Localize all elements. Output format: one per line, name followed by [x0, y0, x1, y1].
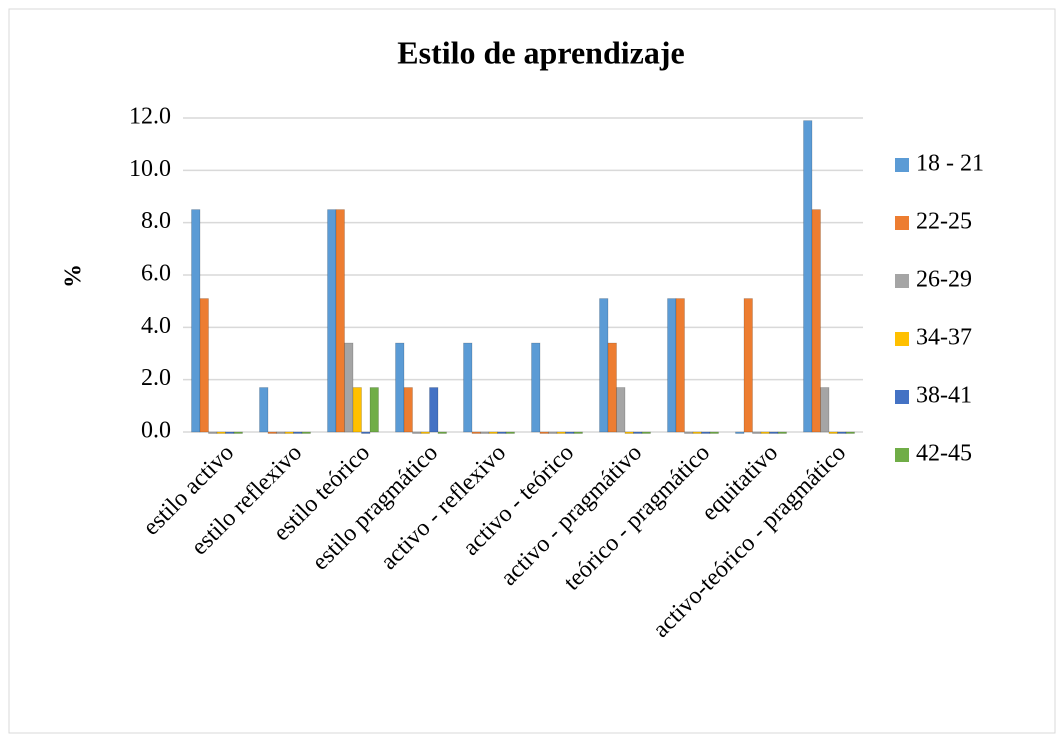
- bar: [820, 387, 830, 433]
- bar: [633, 431, 643, 434]
- bar: [769, 431, 779, 434]
- bar: [531, 342, 541, 433]
- bar: [667, 298, 677, 433]
- legend-swatch: [895, 274, 909, 288]
- bar: [565, 431, 575, 434]
- bar: [777, 431, 787, 434]
- bar: [191, 209, 201, 433]
- y-tick-label: 10.0: [129, 156, 171, 182]
- legend-label: 42-45: [916, 441, 972, 467]
- bar: [556, 431, 566, 434]
- bar: [709, 431, 719, 434]
- bar: [267, 431, 277, 434]
- legend-swatch: [895, 158, 909, 172]
- bar: [233, 431, 243, 434]
- bar: [301, 431, 311, 434]
- bar: [684, 431, 694, 434]
- bar: [259, 387, 269, 433]
- legend-swatch: [895, 448, 909, 462]
- bar: [437, 431, 447, 434]
- bar: [641, 431, 651, 434]
- bar: [488, 431, 498, 434]
- bar: [539, 431, 549, 434]
- y-tick-label: 0.0: [141, 418, 171, 444]
- bar: [429, 387, 439, 433]
- bar: [828, 431, 838, 434]
- bar: [284, 431, 294, 434]
- bar: [548, 431, 558, 434]
- bar: [344, 342, 354, 433]
- legend-label: 26-29: [916, 267, 972, 293]
- bar: [216, 431, 226, 434]
- bar: [845, 431, 855, 434]
- bar: [497, 431, 507, 434]
- bar: [675, 298, 685, 433]
- bar: [225, 431, 235, 434]
- bar: [327, 209, 337, 433]
- bar: [752, 431, 762, 434]
- legend-swatch: [895, 390, 909, 404]
- bar: [624, 431, 634, 434]
- bar: [480, 431, 490, 434]
- legend-label: 18 - 21: [916, 151, 984, 177]
- chart-title: Estilo de aprendizaje: [397, 34, 684, 70]
- y-tick-label: 4.0: [141, 313, 171, 339]
- bar: [276, 431, 286, 434]
- bar: [463, 342, 473, 433]
- bar: [208, 431, 218, 434]
- bar: [760, 431, 770, 434]
- y-tick-label: 6.0: [141, 261, 171, 287]
- bar: [607, 342, 617, 433]
- y-tick-label: 8.0: [141, 208, 171, 234]
- bar: [599, 298, 609, 433]
- bar: [743, 298, 753, 433]
- bar: [811, 209, 821, 433]
- y-tick-label: 12.0: [129, 104, 171, 130]
- bar: [573, 431, 583, 434]
- bar: [412, 431, 422, 434]
- y-tick-label: 2.0: [141, 365, 171, 391]
- bar: [505, 431, 515, 434]
- bar: [471, 431, 481, 434]
- bar: [735, 431, 745, 434]
- y-axis-label: %: [61, 264, 87, 288]
- bar: [701, 431, 711, 434]
- bar: [199, 298, 209, 433]
- bar: [837, 431, 847, 434]
- legend-swatch: [895, 216, 909, 230]
- legend-label: 22-25: [916, 209, 972, 235]
- bar: [692, 431, 702, 434]
- bar: [420, 431, 430, 434]
- bar: [369, 387, 379, 433]
- bar: [803, 120, 813, 433]
- legend-label: 34-37: [916, 325, 972, 351]
- bar: [361, 431, 371, 434]
- bar: [335, 209, 345, 433]
- legend-label: 38-41: [916, 383, 972, 409]
- bar: [616, 387, 626, 433]
- bar: [403, 387, 413, 433]
- bar: [352, 387, 362, 433]
- legend-swatch: [895, 332, 909, 346]
- bar: [293, 431, 303, 434]
- bar: [395, 342, 405, 433]
